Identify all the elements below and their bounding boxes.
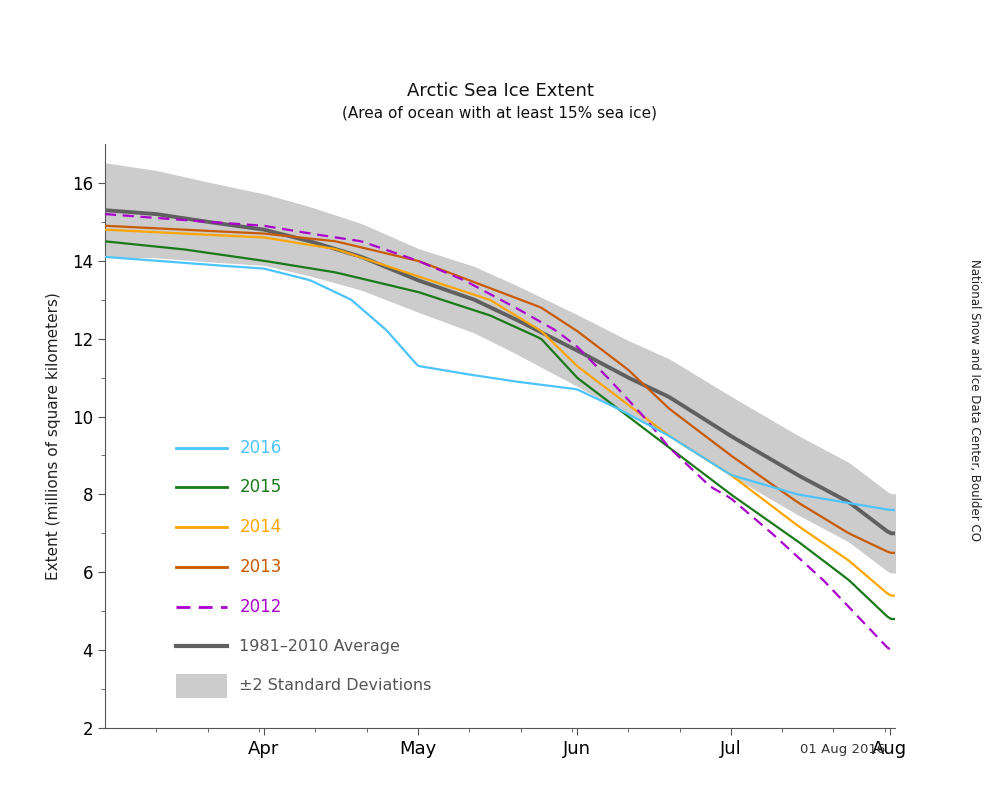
Text: 2016: 2016 <box>239 438 282 457</box>
Text: 01 Aug 2016: 01 Aug 2016 <box>800 743 885 756</box>
Text: ±2 Standard Deviations: ±2 Standard Deviations <box>239 678 432 694</box>
Text: 2014: 2014 <box>239 518 282 536</box>
Text: 2012: 2012 <box>239 598 282 615</box>
Text: National Snow and Ice Data Center, Boulder CO: National Snow and Ice Data Center, Bould… <box>968 259 982 541</box>
Text: Arctic Sea Ice Extent: Arctic Sea Ice Extent <box>407 82 593 100</box>
Text: 2013: 2013 <box>239 558 282 576</box>
Y-axis label: Extent (millions of square kilometers): Extent (millions of square kilometers) <box>46 292 61 580</box>
Bar <box>176 674 227 698</box>
Text: 1981–2010 Average: 1981–2010 Average <box>239 638 400 654</box>
Text: 2015: 2015 <box>239 478 282 496</box>
Text: (Area of ocean with at least 15% sea ice): (Area of ocean with at least 15% sea ice… <box>342 105 658 120</box>
